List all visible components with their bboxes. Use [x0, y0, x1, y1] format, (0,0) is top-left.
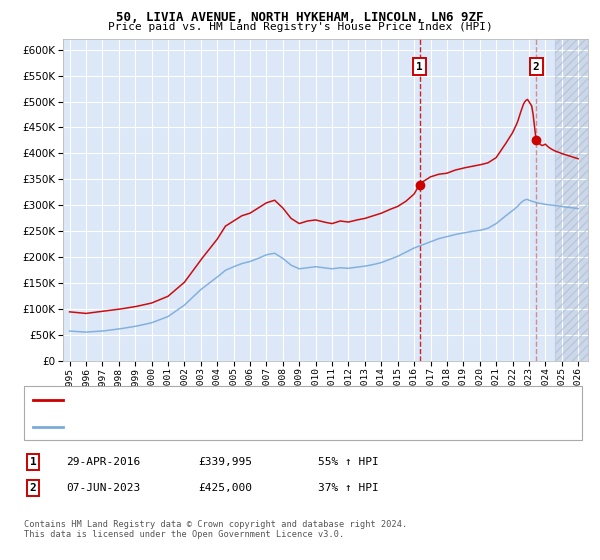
Text: Contains HM Land Registry data © Crown copyright and database right 2024.
This d: Contains HM Land Registry data © Crown c… — [24, 520, 407, 539]
Text: 50, LIVIA AVENUE, NORTH HYKEHAM, LINCOLN, LN6 9ZF (detached house): 50, LIVIA AVENUE, NORTH HYKEHAM, LINCOLN… — [69, 395, 482, 405]
Text: 1: 1 — [29, 457, 37, 467]
Text: 2: 2 — [29, 483, 37, 493]
Text: 29-APR-2016: 29-APR-2016 — [66, 457, 140, 467]
Text: 07-JUN-2023: 07-JUN-2023 — [66, 483, 140, 493]
Text: 1: 1 — [416, 62, 423, 72]
Bar — [555, 39, 588, 361]
Text: 2: 2 — [533, 62, 539, 72]
Text: £339,995: £339,995 — [198, 457, 252, 467]
Bar — [555, 39, 588, 361]
Text: £425,000: £425,000 — [198, 483, 252, 493]
Text: 55% ↑ HPI: 55% ↑ HPI — [318, 457, 379, 467]
Text: Price paid vs. HM Land Registry's House Price Index (HPI): Price paid vs. HM Land Registry's House … — [107, 22, 493, 32]
Text: 50, LIVIA AVENUE, NORTH HYKEHAM, LINCOLN, LN6 9ZF: 50, LIVIA AVENUE, NORTH HYKEHAM, LINCOLN… — [116, 11, 484, 24]
Text: 37% ↑ HPI: 37% ↑ HPI — [318, 483, 379, 493]
Text: HPI: Average price, detached house, North Kesteven: HPI: Average price, detached house, Nort… — [69, 422, 382, 432]
